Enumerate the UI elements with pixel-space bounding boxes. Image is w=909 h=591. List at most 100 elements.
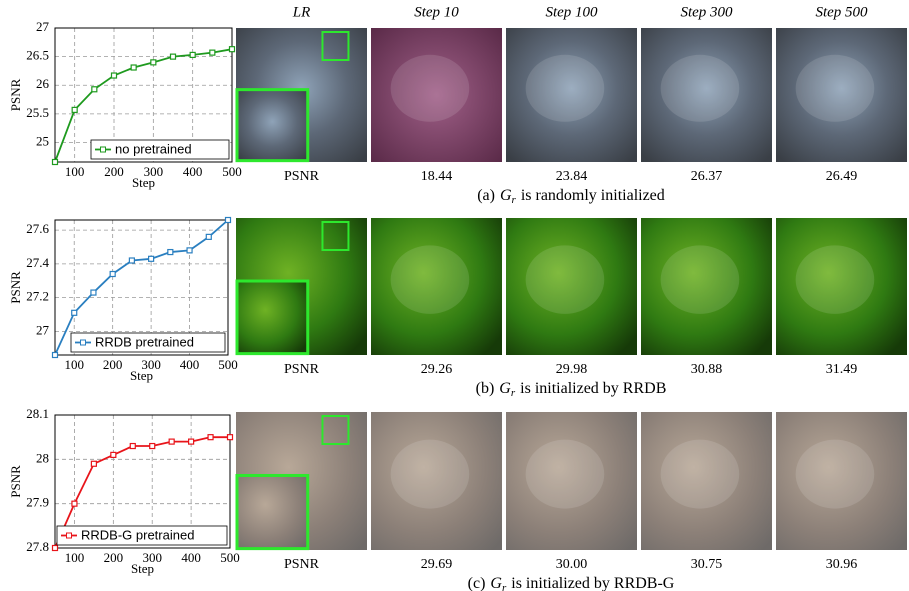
image-blob: [391, 245, 470, 314]
point-marker: [226, 218, 231, 223]
y-axis-label: PSNR: [8, 78, 23, 111]
legend-label: RRDB pretrained: [95, 334, 194, 349]
caption-symbol: G: [499, 380, 511, 397]
point-marker: [53, 353, 58, 358]
point-marker: [53, 160, 58, 165]
y-tick-label: 28: [36, 450, 49, 465]
caption-text: is initialized by RRDB: [520, 380, 666, 397]
image-blob: [661, 55, 740, 122]
caption-prefix: (b): [476, 380, 495, 397]
x-tick-label: 200: [103, 357, 123, 372]
point-marker: [111, 452, 116, 457]
psnr-value: 30.88: [691, 362, 723, 377]
y-tick-label: 27: [36, 322, 50, 337]
x-tick-label: 200: [104, 550, 124, 565]
psnr-value: 26.49: [826, 169, 858, 184]
point-marker: [230, 47, 235, 52]
point-marker: [168, 250, 173, 255]
caption-prefix: (a): [477, 187, 495, 204]
point-marker: [72, 107, 77, 112]
point-marker: [208, 435, 213, 440]
zoom-inset: [237, 281, 308, 354]
y-tick-label: 25.5: [26, 105, 49, 120]
point-marker: [190, 52, 195, 57]
point-marker: [110, 272, 115, 277]
point-marker: [151, 60, 156, 65]
caption-subscript: r: [502, 582, 507, 591]
x-tick-label: 400: [181, 550, 201, 565]
legend-marker: [67, 533, 72, 538]
image-blob: [526, 245, 605, 314]
point-marker: [187, 248, 192, 253]
point-marker: [72, 501, 77, 506]
y-tick-label: 26: [36, 76, 50, 91]
x-tick-label: 500: [222, 164, 242, 179]
y-axis-label: PSNR: [8, 465, 23, 498]
image-blob: [661, 440, 740, 509]
y-tick-label: 26.5: [26, 48, 49, 63]
point-marker: [112, 73, 117, 78]
legend-marker: [81, 340, 86, 345]
image-blob: [796, 55, 875, 122]
point-marker: [150, 444, 155, 449]
psnr-value: 29.69: [421, 557, 453, 572]
psnr-label: PSNR: [284, 169, 320, 184]
image-blob: [526, 55, 605, 122]
figure: LRStep 10Step 100Step 300Step 5002525.52…: [0, 0, 909, 591]
y-axis-label: PSNR: [8, 271, 23, 304]
x-tick-label: 400: [180, 357, 200, 372]
image-blob: [391, 55, 470, 122]
psnr-value: 29.26: [421, 362, 453, 377]
point-marker: [91, 461, 96, 466]
psnr-value: 30.75: [691, 557, 723, 572]
caption-subscript: r: [512, 194, 517, 206]
psnr-label: PSNR: [284, 362, 320, 377]
column-header: Step 100: [545, 4, 598, 20]
psnr-value: 23.84: [556, 169, 588, 184]
column-header: Step 300: [680, 4, 733, 20]
psnr-value: 26.37: [691, 169, 723, 184]
y-tick-label: 27.6: [26, 221, 49, 236]
caption-text: is randomly initialized: [521, 187, 665, 204]
x-tick-label: 500: [218, 357, 238, 372]
x-tick-label: 100: [65, 164, 85, 179]
column-header: LR: [292, 4, 311, 20]
caption: (c)Gris initialized by RRDB-G: [468, 575, 675, 591]
x-tick-label: 400: [183, 164, 203, 179]
y-tick-label: 27.9: [26, 495, 49, 510]
y-tick-label: 27: [36, 19, 50, 34]
psnr-value: 29.98: [556, 362, 588, 377]
image-blob: [796, 440, 875, 509]
y-tick-label: 27.2: [26, 289, 49, 304]
point-marker: [169, 439, 174, 444]
point-marker: [171, 54, 176, 59]
caption-subscript: r: [511, 387, 516, 399]
psnr-value: 30.00: [556, 557, 588, 572]
point-marker: [228, 435, 233, 440]
image-blob: [661, 245, 740, 314]
image-blob: [526, 440, 605, 509]
zoom-inset: [237, 90, 308, 161]
x-axis-label: Step: [132, 175, 155, 190]
column-header: Step 500: [815, 4, 868, 20]
x-axis-label: Step: [130, 368, 153, 383]
point-marker: [72, 310, 77, 315]
point-marker: [130, 444, 135, 449]
psnr-value: 30.96: [826, 557, 858, 572]
point-marker: [53, 546, 58, 551]
x-tick-label: 100: [64, 357, 84, 372]
x-tick-label: 500: [220, 550, 240, 565]
point-marker: [210, 50, 215, 55]
image-blob: [391, 440, 470, 509]
x-tick-label: 200: [104, 164, 124, 179]
legend-marker: [101, 147, 106, 152]
image-blob: [796, 245, 875, 314]
point-marker: [92, 87, 97, 92]
psnr-label: PSNR: [284, 557, 320, 572]
point-marker: [149, 256, 154, 261]
zoom-inset: [237, 475, 308, 548]
caption: (b)Gr is initialized by RRDB: [476, 380, 667, 399]
column-header: Step 10: [414, 4, 459, 20]
y-tick-label: 28.1: [26, 406, 49, 421]
psnr-value: 18.44: [421, 169, 453, 184]
